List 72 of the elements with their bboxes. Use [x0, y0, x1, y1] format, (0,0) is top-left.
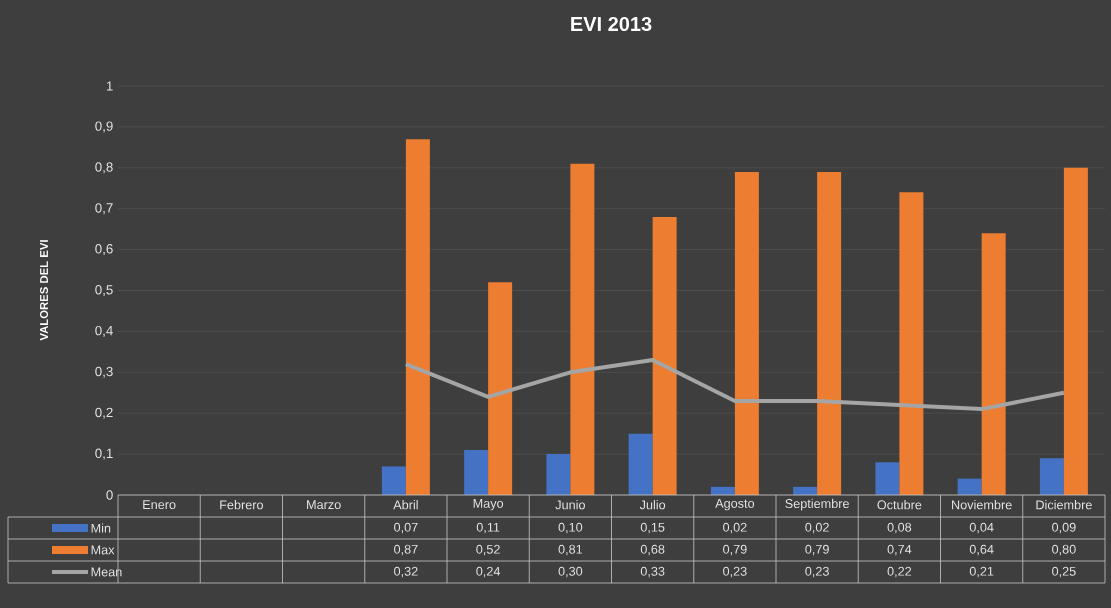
- y-tick-label: 0,3: [95, 366, 113, 378]
- data-label: 0,30: [558, 566, 583, 578]
- y-tick-label: 1: [106, 81, 113, 91]
- data-label: 0,15: [640, 522, 665, 534]
- x-tick-label: Mayo: [473, 499, 504, 511]
- data-label: 0,74: [887, 544, 912, 556]
- bar: [546, 454, 571, 496]
- bar: [381, 466, 406, 496]
- legend-label: Max: [91, 545, 115, 555]
- data-label: 0,21: [969, 566, 994, 578]
- x-tick-label: Marzo: [307, 500, 341, 510]
- bar: [488, 282, 513, 496]
- data-label: 0,23: [805, 566, 829, 578]
- data-label: 0,09: [1052, 522, 1076, 534]
- y-tick-label: 0,4: [95, 325, 113, 337]
- x-tick-label: Agosto: [715, 499, 755, 511]
- data-label: 0,02: [723, 522, 747, 534]
- y-axis-title: VALORES DEL EVI: [40, 240, 49, 341]
- data-label: 0,23: [723, 566, 747, 578]
- data-label: 0,11: [476, 522, 500, 534]
- data-label: 0,24: [476, 566, 501, 578]
- data-label: 0,33: [640, 566, 665, 578]
- bar: [405, 139, 430, 496]
- data-label: 0,32: [394, 566, 418, 578]
- y-tick-label: 0,7: [95, 203, 113, 215]
- data-label: 0,22: [887, 566, 912, 578]
- bar: [628, 433, 653, 496]
- legend-label: Mean: [91, 567, 122, 577]
- bar: [1039, 458, 1064, 496]
- bar: [464, 450, 489, 496]
- y-tick-label: 0,2: [95, 407, 113, 419]
- bar: [1063, 167, 1088, 496]
- data-label: 0,04: [969, 522, 994, 534]
- data-label: 0,10: [558, 522, 583, 534]
- data-label: 0,25: [1052, 566, 1076, 578]
- bar: [817, 171, 842, 496]
- y-tick-label: 0,8: [95, 162, 113, 174]
- bar: [899, 192, 924, 496]
- data-label: 0,79: [805, 544, 829, 556]
- data-label: 0,64: [969, 544, 994, 556]
- x-tick-label: Octubre: [877, 500, 922, 510]
- bar: [652, 216, 677, 496]
- data-label: 0,68: [640, 544, 665, 556]
- x-tick-label: Septiembre: [785, 498, 849, 511]
- y-tick-label: 0,1: [95, 448, 113, 460]
- x-tick-label: Diciembre: [1036, 500, 1092, 510]
- y-tick-label: 0: [106, 490, 113, 500]
- bar: [875, 462, 900, 496]
- bar: [570, 163, 595, 496]
- bar: [957, 478, 982, 496]
- line-series: [403, 358, 1066, 412]
- y-tick-label: 0,9: [95, 121, 113, 133]
- x-tick-label: Enero: [143, 500, 176, 510]
- data-label: 0,08: [887, 522, 912, 534]
- bar: [734, 171, 759, 496]
- chart-title: EVI 2013: [571, 16, 652, 32]
- data-label: 0,07: [394, 522, 418, 534]
- y-tick-label: 0,6: [95, 244, 113, 256]
- data-label: 0,80: [1052, 544, 1076, 556]
- x-tick-label: Noviembre: [952, 500, 1012, 510]
- data-label: 0,87: [394, 544, 418, 556]
- y-tick-label: 0,5: [95, 285, 113, 297]
- data-label: 0,02: [805, 522, 829, 534]
- x-tick-label: Abril: [393, 500, 418, 510]
- legend-label: Min: [91, 523, 111, 533]
- data-label: 0,81: [558, 544, 583, 556]
- x-tick-label: Junio: [555, 500, 585, 510]
- data-label: 0,52: [476, 544, 500, 556]
- bar: [981, 233, 1006, 496]
- data-label: 0,79: [723, 544, 747, 556]
- x-tick-label: Julio: [639, 500, 666, 510]
- x-tick-label: Febrero: [220, 500, 264, 510]
